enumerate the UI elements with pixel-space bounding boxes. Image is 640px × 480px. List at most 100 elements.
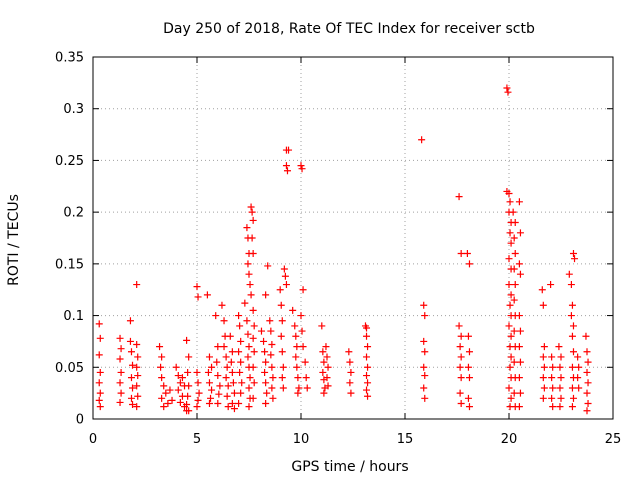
data-point (262, 358, 270, 366)
x-tick-label: 25 (605, 432, 622, 447)
data-point (172, 363, 180, 371)
data-point (364, 392, 372, 400)
data-point (293, 363, 301, 371)
data-point (584, 379, 592, 387)
data-point (243, 317, 251, 325)
data-point (185, 353, 193, 361)
data-point (584, 399, 592, 407)
data-point (507, 332, 515, 340)
data-point (194, 396, 202, 404)
data-point (421, 394, 429, 402)
data-point (539, 301, 547, 309)
y-tick-label: 0.05 (55, 361, 84, 376)
y-tick-label: 0.2 (63, 206, 84, 221)
data-point (363, 353, 371, 361)
data-point (292, 353, 300, 361)
data-point (506, 229, 514, 237)
data-point (126, 317, 134, 325)
data-point (195, 389, 203, 397)
data-point (510, 234, 518, 242)
data-point (565, 270, 573, 278)
data-point (318, 322, 326, 330)
data-point (420, 363, 428, 371)
data-point (250, 322, 258, 330)
data-point (548, 394, 556, 402)
data-point (237, 337, 245, 345)
data-point (95, 396, 103, 404)
data-point (245, 270, 253, 278)
data-point (363, 386, 371, 394)
data-point (116, 398, 124, 406)
data-point (244, 330, 252, 338)
data-point (237, 389, 245, 397)
data-point (261, 348, 269, 356)
data-point (262, 379, 270, 387)
data-point (556, 363, 564, 371)
data-point (185, 407, 193, 415)
data-point (117, 345, 125, 353)
data-point (245, 384, 253, 392)
data-point (185, 382, 193, 390)
data-point (346, 379, 354, 387)
data-point (568, 403, 576, 411)
data-point (464, 363, 472, 371)
data-point (538, 286, 546, 294)
data-point (516, 229, 524, 237)
data-point (457, 399, 465, 407)
data-point (235, 348, 243, 356)
data-point (510, 327, 518, 335)
data-point (457, 374, 465, 382)
data-point (238, 379, 246, 387)
data-point (457, 332, 465, 340)
data-point (515, 374, 523, 382)
data-point (228, 399, 236, 407)
data-point (557, 394, 565, 402)
data-point (236, 322, 244, 330)
data-point (324, 382, 332, 390)
data-point (557, 353, 565, 361)
data-point (249, 250, 257, 258)
data-point (278, 317, 286, 325)
data-point (249, 363, 257, 371)
data-point (465, 374, 473, 382)
data-point (166, 386, 174, 394)
data-point (511, 281, 519, 289)
data-point (117, 368, 125, 376)
data-point (283, 167, 291, 175)
data-point (249, 216, 257, 224)
data-point (214, 399, 222, 407)
data-point (319, 368, 327, 376)
data-point (295, 384, 303, 392)
data-point (207, 394, 215, 402)
data-point (322, 343, 330, 351)
data-point (567, 312, 575, 320)
data-point (507, 239, 515, 247)
data-point (568, 332, 576, 340)
data-point (539, 394, 547, 402)
data-point (281, 272, 289, 280)
y-tick-label: 0.1 (63, 309, 84, 324)
data-point (299, 343, 307, 351)
x-axis-label: GPS time / hours (291, 459, 408, 475)
data-point (184, 368, 192, 376)
data-point (507, 353, 515, 361)
data-point (506, 301, 514, 309)
data-point (549, 403, 557, 411)
data-point (516, 389, 524, 397)
data-point (515, 312, 523, 320)
data-point (246, 374, 254, 382)
x-tick-label: 5 (193, 432, 201, 447)
data-point (549, 363, 557, 371)
data-point (464, 394, 472, 402)
data-point (364, 343, 372, 351)
data-point (168, 396, 176, 404)
data-point (220, 317, 228, 325)
data-point (226, 332, 234, 340)
data-point (157, 363, 165, 371)
data-point (183, 401, 191, 409)
data-point (506, 363, 514, 371)
data-point (133, 281, 141, 289)
data-point (133, 382, 141, 390)
data-point (323, 353, 331, 361)
data-point (96, 389, 104, 397)
